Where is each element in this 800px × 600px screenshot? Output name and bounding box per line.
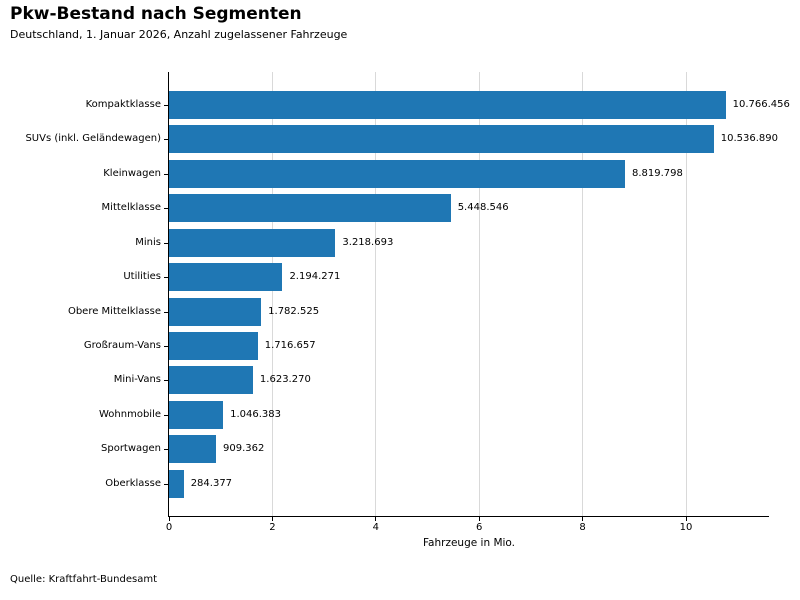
y-tick-0 bbox=[164, 105, 168, 106]
bar-value-label-9: 1.046.383 bbox=[230, 408, 281, 420]
y-tick-7 bbox=[164, 346, 168, 347]
bar-value-label-8: 1.623.270 bbox=[259, 374, 311, 386]
y-category-label-5: Utilities bbox=[123, 271, 161, 283]
bar-value-label-0: 10.766.456 bbox=[732, 99, 790, 110]
bar-9 bbox=[169, 400, 224, 429]
bar-value-label-7: 1.716.657 bbox=[264, 339, 316, 351]
y-tick-8 bbox=[164, 380, 168, 381]
gridline-x-8 bbox=[582, 72, 584, 516]
bar-2 bbox=[169, 159, 625, 188]
bar-value-label-3: 5.448.546 bbox=[457, 202, 509, 214]
x-tick-label-2: 2 bbox=[269, 522, 276, 533]
y-tick-6 bbox=[164, 312, 168, 313]
bar-6 bbox=[169, 297, 262, 326]
y-tick-9 bbox=[164, 415, 168, 416]
bar-value-label-10: 909.362 bbox=[223, 443, 265, 455]
bar-4 bbox=[169, 228, 336, 257]
y-tick-4 bbox=[164, 243, 168, 244]
gridline-x-6 bbox=[478, 72, 480, 516]
y-category-label-8: Mini-Vans bbox=[113, 374, 161, 386]
chart-title: Pkw-Bestand nach Segmenten bbox=[10, 4, 302, 24]
y-tick-5 bbox=[164, 277, 168, 278]
bar-0 bbox=[169, 91, 726, 119]
bar-value-label-5: 2.194.271 bbox=[289, 271, 341, 283]
x-tick-8 bbox=[582, 517, 584, 521]
source-note: Quelle: Kraftfahrt-Bundesamt bbox=[10, 574, 157, 585]
bar-7 bbox=[169, 331, 258, 360]
y-category-label-4: Minis bbox=[135, 236, 161, 248]
y-tick-10 bbox=[164, 449, 168, 450]
x-tick-label-8: 8 bbox=[579, 522, 586, 533]
y-tick-2 bbox=[164, 174, 168, 175]
bar-value-label-6: 1.782.525 bbox=[268, 305, 320, 317]
y-category-label-7: Großraum-Vans bbox=[83, 339, 161, 351]
x-tick-10 bbox=[685, 517, 687, 521]
x-tick-label-10: 10 bbox=[679, 522, 693, 533]
x-tick-4 bbox=[375, 517, 377, 521]
bar-3 bbox=[169, 194, 451, 223]
gridline-x-4 bbox=[375, 72, 377, 516]
y-tick-11 bbox=[164, 484, 168, 485]
y-category-label-0: Kompaktklasse bbox=[85, 99, 161, 110]
bar-5 bbox=[169, 263, 283, 292]
y-category-label-1: SUVs (inkl. Geländewagen) bbox=[25, 133, 161, 145]
y-category-label-10: Sportwagen bbox=[101, 443, 161, 455]
bar-value-label-2: 8.819.798 bbox=[631, 167, 683, 179]
y-tick-3 bbox=[164, 208, 168, 209]
y-category-label-9: Wohnmobile bbox=[98, 408, 161, 420]
bar-8 bbox=[169, 366, 253, 395]
chart-subtitle: Deutschland, 1. Januar 2026, Anzahl zuge… bbox=[10, 28, 348, 41]
x-axis-label: Fahrzeuge in Mio. bbox=[422, 537, 516, 549]
x-tick-0 bbox=[168, 517, 170, 521]
x-tick-label-6: 6 bbox=[476, 522, 483, 533]
bar-11 bbox=[169, 469, 184, 498]
bar-1 bbox=[169, 125, 714, 154]
y-category-label-11: Oberklasse bbox=[105, 477, 161, 489]
gridline-x-2 bbox=[271, 72, 273, 516]
x-tick-label-4: 4 bbox=[372, 522, 379, 533]
bar-10 bbox=[169, 435, 216, 464]
x-tick-6 bbox=[478, 517, 480, 521]
bar-value-label-4: 3.218.693 bbox=[342, 236, 394, 248]
gridline-x-10 bbox=[685, 72, 687, 516]
x-tick-label-0: 0 bbox=[165, 522, 173, 533]
y-category-label-3: Mittelklasse bbox=[101, 202, 161, 214]
y-category-label-2: Kleinwagen bbox=[103, 167, 161, 179]
y-category-label-6: Obere Mittelklasse bbox=[67, 305, 161, 317]
bar-value-label-1: 10.536.890 bbox=[720, 133, 779, 145]
plot-area: 10.766.456 10.536.890 8.819.798 5.448.546 3.… bbox=[168, 72, 790, 517]
y-tick-1 bbox=[164, 139, 168, 140]
bar-value-label-11: 284.377 bbox=[190, 477, 233, 489]
x-tick-2 bbox=[271, 517, 273, 521]
